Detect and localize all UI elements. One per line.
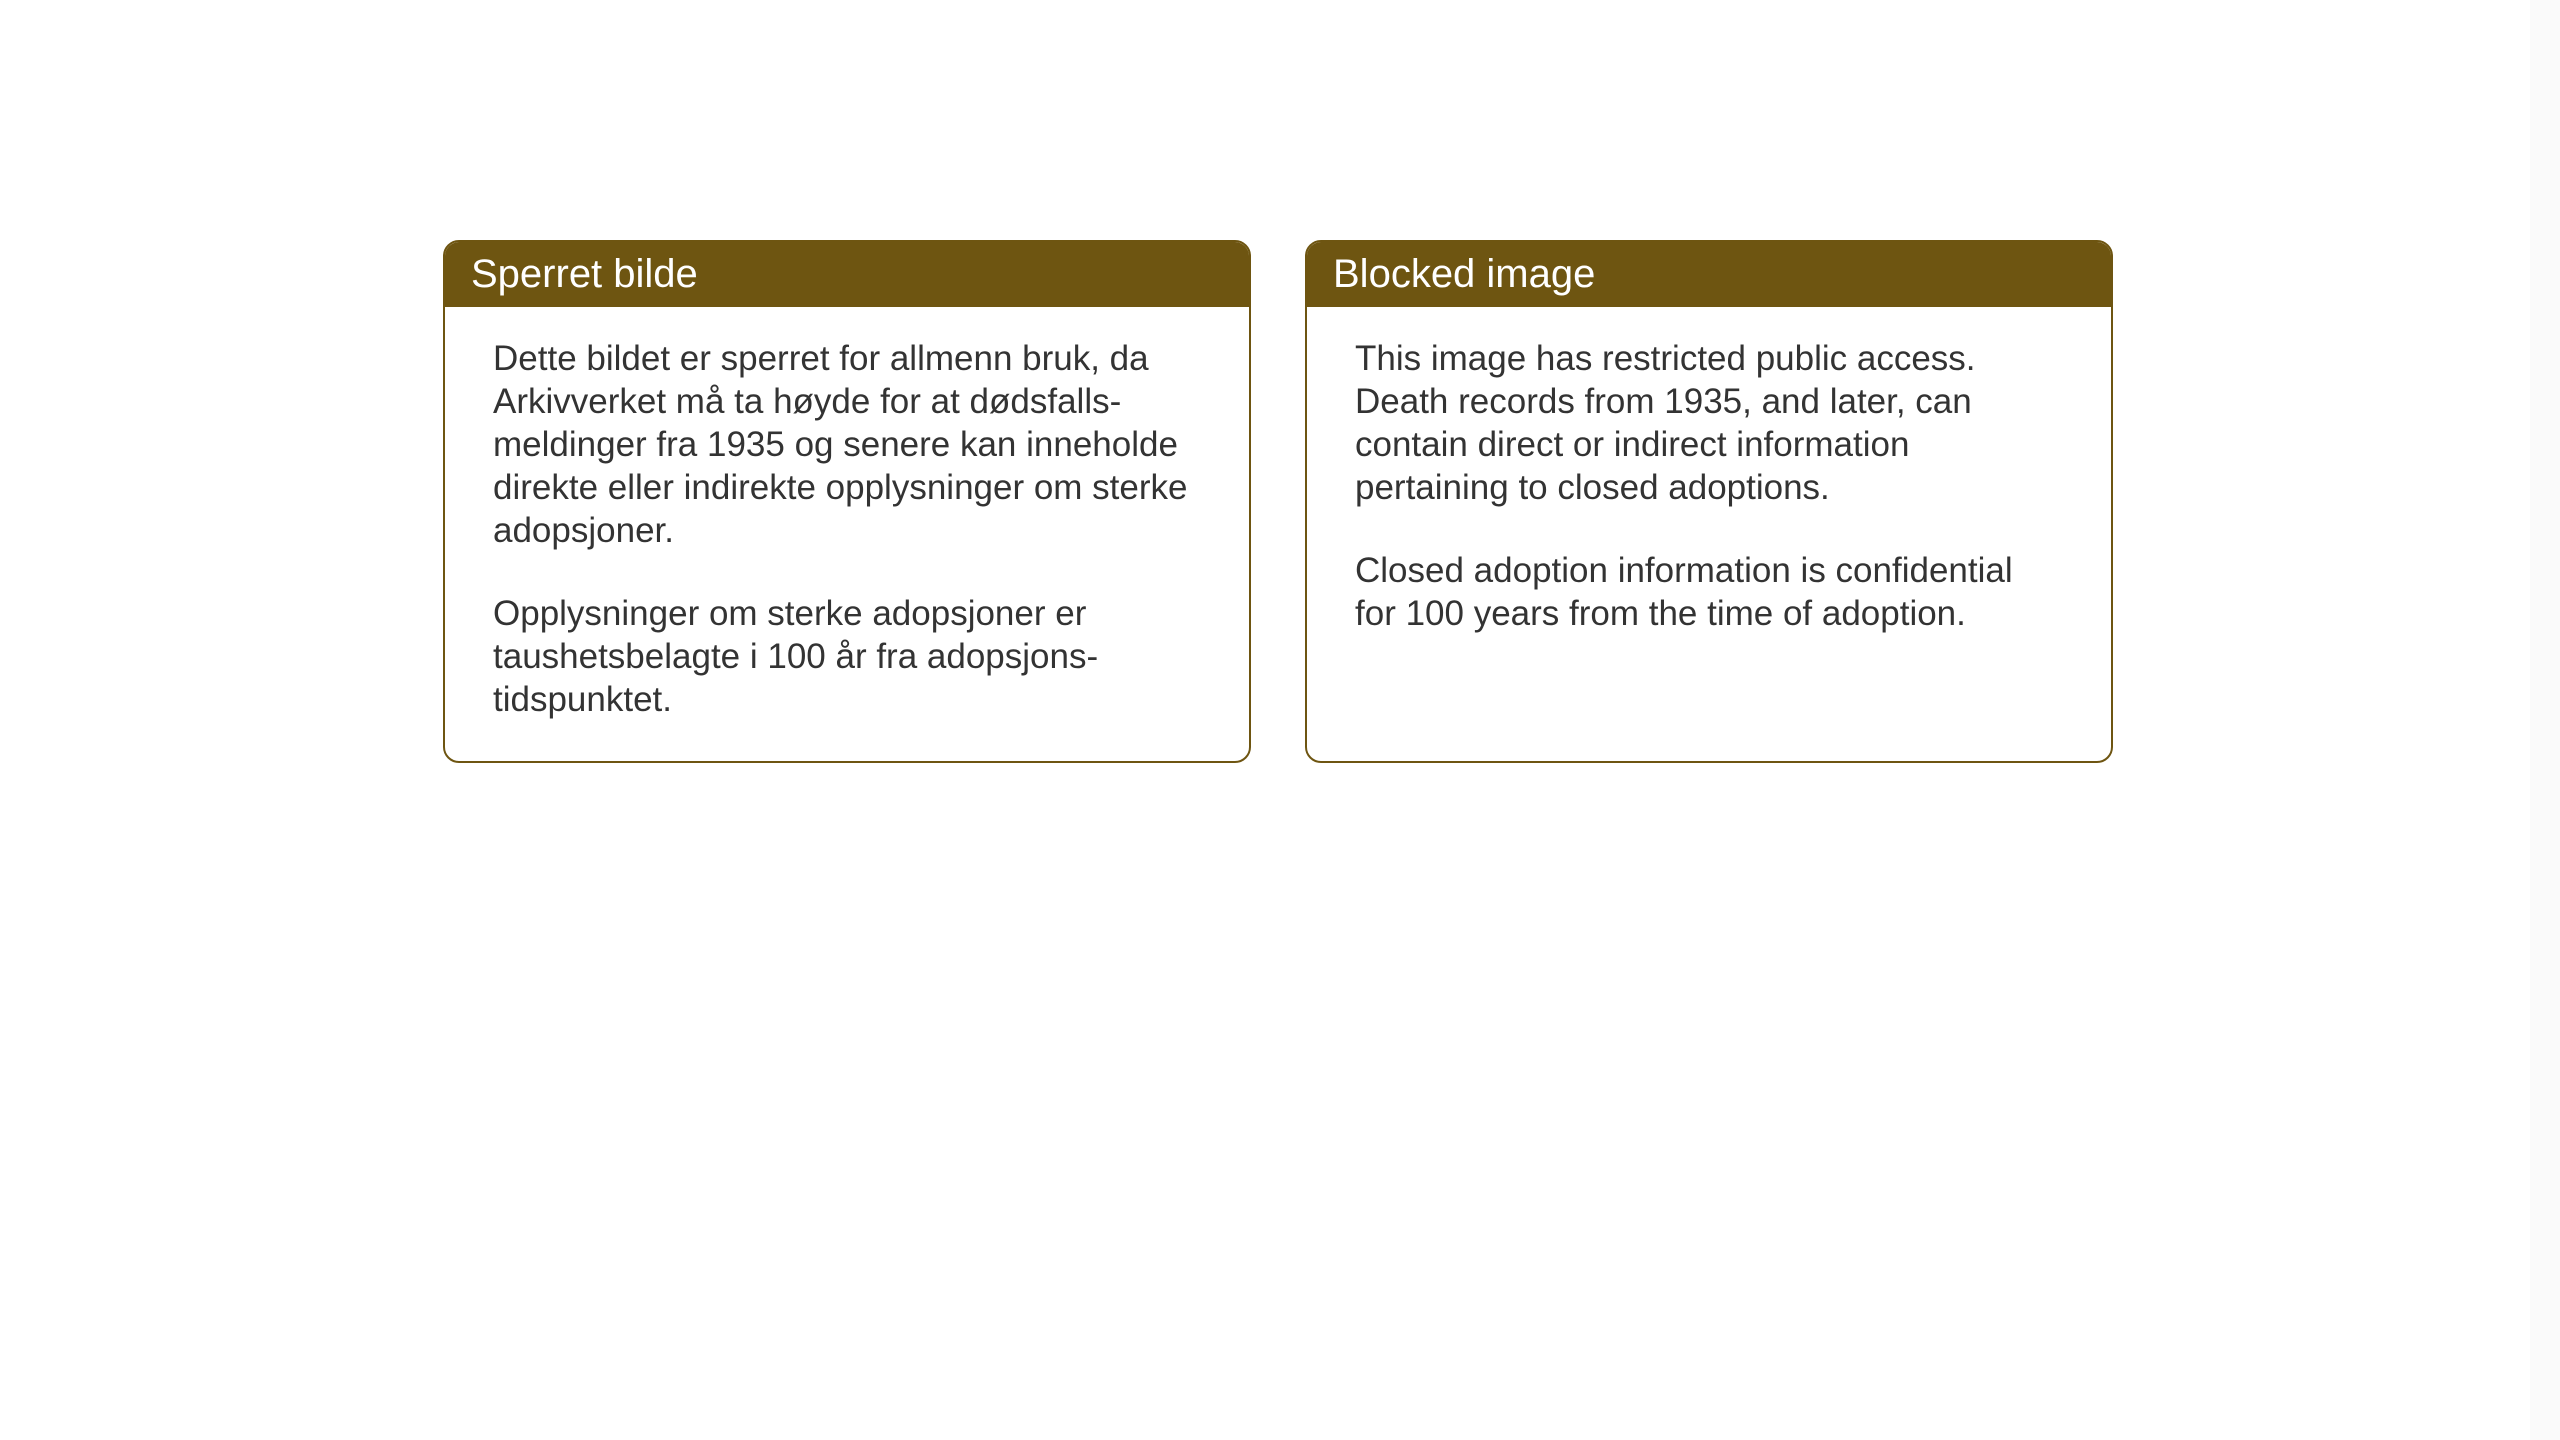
panel-paragraph: This image has restricted public access.… bbox=[1355, 337, 2063, 509]
panel-english: Blocked image This image has restricted … bbox=[1305, 240, 2113, 763]
scrollbar-thumb[interactable] bbox=[2530, 0, 2560, 1440]
panel-title: Sperret bilde bbox=[471, 252, 698, 296]
panels-container: Sperret bilde Dette bildet er sperret fo… bbox=[0, 0, 2560, 763]
panel-norwegian: Sperret bilde Dette bildet er sperret fo… bbox=[443, 240, 1251, 763]
vertical-scrollbar[interactable] bbox=[2530, 0, 2560, 1440]
panel-paragraph: Dette bildet er sperret for allmenn bruk… bbox=[493, 337, 1201, 552]
panel-paragraph: Closed adoption information is confident… bbox=[1355, 549, 2063, 635]
panel-body-norwegian: Dette bildet er sperret for allmenn bruk… bbox=[445, 307, 1249, 761]
panel-title: Blocked image bbox=[1333, 252, 1595, 296]
panel-paragraph: Opplysninger om sterke adopsjoner er tau… bbox=[493, 592, 1201, 721]
panel-header-english: Blocked image bbox=[1307, 242, 2111, 307]
panel-header-norwegian: Sperret bilde bbox=[445, 242, 1249, 307]
panel-body-english: This image has restricted public access.… bbox=[1307, 307, 2111, 675]
